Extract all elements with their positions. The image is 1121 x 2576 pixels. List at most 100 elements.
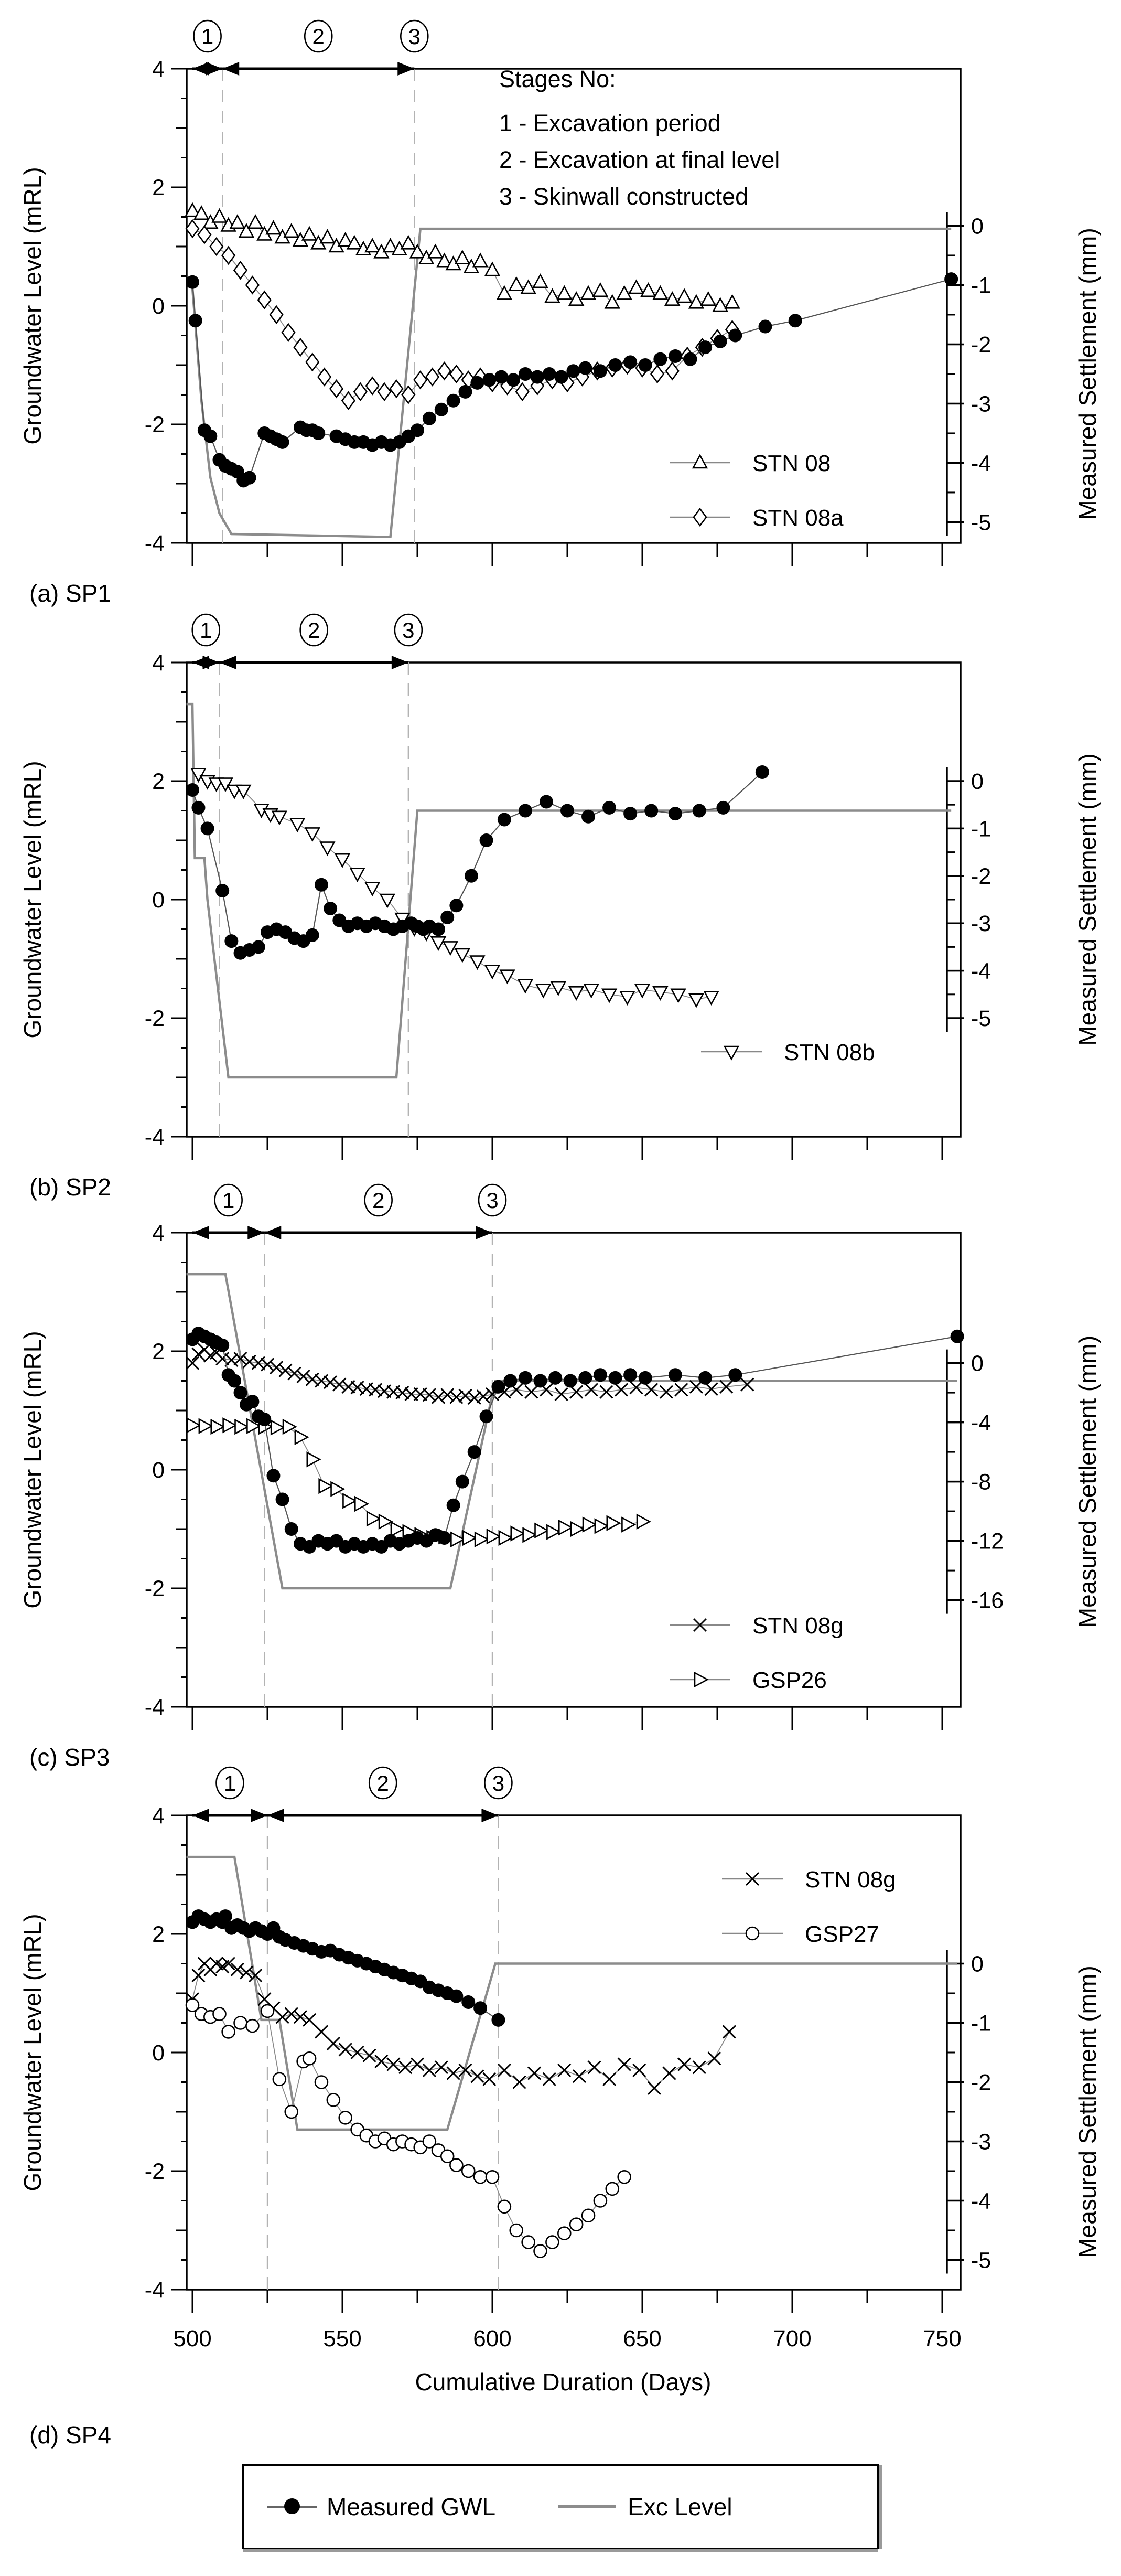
right-axis-title: Measured Settlement (mm) (1074, 1965, 1101, 2258)
marker-triangle-down (469, 955, 486, 970)
marker-triangle-down (619, 991, 635, 1006)
marker-diamond (425, 367, 440, 387)
marker-x-cross (707, 2051, 721, 2066)
marker-x-cross (185, 1356, 200, 1370)
arrowhead-left-icon (192, 1226, 209, 1239)
marker-x-cross (587, 2060, 601, 2075)
stage-number-circle (191, 613, 221, 647)
marker-circle-filled (554, 370, 568, 384)
marker-circle-filled (713, 334, 727, 348)
marker-x-cross (221, 1957, 235, 1971)
marker-diamond (317, 367, 332, 387)
stage-number-label: 3 (408, 24, 421, 49)
right-axis-title: Measured Settlement (mm) (1074, 228, 1101, 520)
marker-x-cross (434, 2060, 448, 2075)
right-axis-tick-label: -12 (971, 1529, 1004, 1554)
marker-triangle-right (546, 1524, 562, 1540)
marker-circle-filled (563, 1374, 577, 1388)
stages-note-item-1: 1 - Excavation period (499, 110, 721, 136)
x-axis-title: Cumulative Duration (Days) (415, 2368, 712, 2396)
right-axis-tick-label: -2 (971, 332, 991, 357)
marker-circle-filled (608, 1371, 622, 1385)
marker-x-cross (242, 1354, 256, 1369)
marker-circle-filled (449, 899, 464, 913)
marker-circle-open (338, 2111, 353, 2125)
marker-triangle-right (390, 1521, 405, 1537)
marker-triangle-down (379, 893, 395, 908)
marker-triangle-up (265, 220, 282, 235)
marker-triangle-down (583, 984, 599, 999)
marker-circle-filled (506, 373, 521, 387)
stage-number-circle (299, 613, 328, 647)
marker-circle-filled (186, 783, 199, 797)
marker-triangle-right (636, 1513, 651, 1530)
series-measured-gwl (186, 1909, 505, 2027)
marker-triangle-down (454, 948, 470, 963)
marker-circle-filled (668, 1368, 682, 1382)
right-axis-tick-label: 0 (971, 1952, 984, 1977)
stage-number-circle (364, 1183, 393, 1217)
marker-triangle-down (217, 777, 234, 793)
arrowhead-right-icon (476, 1226, 492, 1239)
series-measured-gwl (186, 272, 958, 488)
marker-circle-filled (491, 2013, 505, 2027)
marker-x-cross (230, 1962, 244, 1976)
panel-caption: (d) SP4 (29, 2421, 111, 2449)
marker-x-cross (482, 2072, 497, 2086)
arrowhead-right-icon (397, 62, 415, 76)
marker-triangle-down (550, 981, 567, 996)
right-axis-tick-label: -3 (971, 2130, 991, 2155)
marker-triangle-right (606, 1515, 621, 1531)
arrowhead-right-icon (251, 1809, 267, 1822)
left-axis-title: Groundwater Level (mRL) (19, 1331, 46, 1608)
marker-triangle-up (211, 208, 228, 223)
marker-circle-filled (200, 821, 214, 836)
marker-circle-filled (698, 340, 713, 355)
marker-x-cross (251, 1356, 265, 1370)
marker-circle-open (605, 2182, 620, 2196)
right-axis-tick-label: -1 (971, 816, 991, 841)
x-axis-tick-label: 750 (923, 2326, 961, 2351)
marker-x-cross (362, 2048, 376, 2062)
marker-circle-open (185, 1998, 200, 2012)
marker-x-cross (497, 2063, 511, 2077)
x-axis-tick-label: 550 (323, 2326, 361, 2351)
marker-x-cross (629, 1381, 643, 1395)
series-line (198, 773, 712, 1000)
marker-triangle-up (664, 291, 681, 306)
marker-triangle-up (229, 214, 245, 229)
marker-circle-filled (275, 435, 289, 449)
stages-note-item-2: 2 - Excavation at final level (499, 146, 780, 173)
marker-x-cross (270, 1361, 284, 1375)
marker-circle-open (521, 2235, 535, 2249)
stage-number-label: 1 (224, 1771, 236, 1795)
marker-triangle-up (628, 279, 644, 294)
panel-legend-label: STN 08 (752, 451, 831, 476)
marker-circle-open (326, 2093, 341, 2107)
marker-circle-filled (245, 1395, 260, 1409)
marker-circle-filled (581, 809, 596, 824)
marker-x-cross (524, 1385, 538, 1399)
panel-b: 1 2 3 4 2 0 -2 -4 0 -1 -2 -3 -4 -5 Measured Settlement… (19, 613, 1101, 1201)
series-line (186, 1855, 957, 2131)
marker-circle-filled (503, 1374, 518, 1388)
marker-circle-open (284, 2104, 299, 2119)
marker-circle-filled (518, 804, 532, 818)
marker-circle-open (745, 1926, 760, 1941)
marker-x-cross (467, 1391, 481, 1405)
marker-diamond (257, 290, 272, 309)
right-axis-title: Measured Settlement (mm) (1074, 753, 1101, 1045)
marker-circle-filled (215, 884, 230, 898)
left-axis-tick-label: 0 (152, 888, 165, 913)
marker-triangle-right (450, 1531, 466, 1547)
marker-triangle-up (436, 252, 452, 268)
marker-diamond (269, 305, 284, 325)
marker-triangle-up (568, 291, 585, 306)
marker-x-cross (422, 1388, 436, 1402)
arrowhead-right-icon (202, 656, 220, 669)
marker-x-cross (599, 1385, 613, 1399)
arrowhead-left-icon (192, 1809, 209, 1822)
panel-legend-item-gsp27: GSP27 (722, 1921, 879, 1947)
marker-circle-filled (653, 352, 667, 366)
